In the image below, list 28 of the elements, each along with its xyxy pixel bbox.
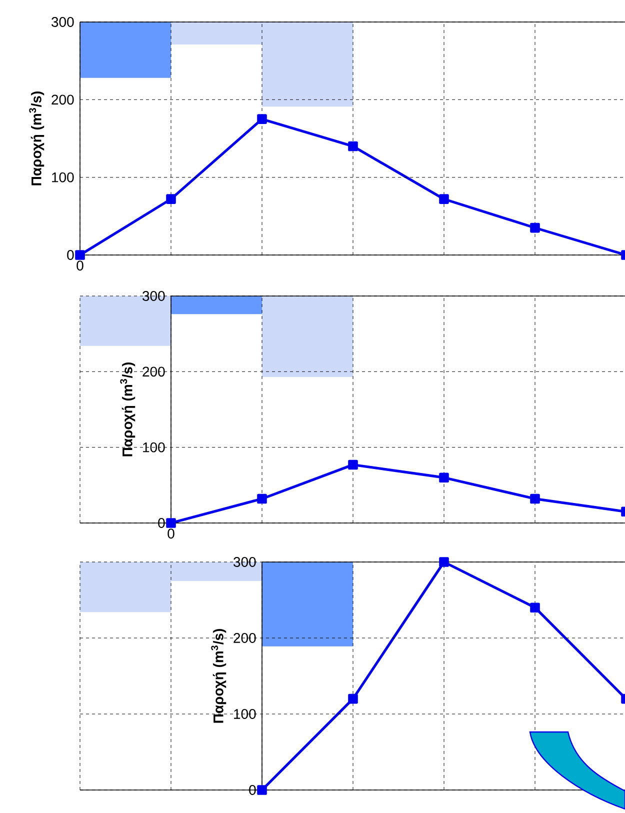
- point: [75, 250, 85, 260]
- point: [166, 518, 176, 528]
- point: [439, 472, 449, 482]
- point: [348, 460, 358, 470]
- y-tick-label: 0: [67, 250, 74, 260]
- y-tick-label: 300: [142, 291, 165, 301]
- point: [257, 494, 267, 504]
- y-axis-title: Παροχή (m$^{3}$/s): [120, 362, 136, 456]
- point: [530, 494, 540, 504]
- point: [166, 194, 176, 204]
- point: [348, 694, 358, 704]
- point: [257, 785, 267, 795]
- y-tick-label: 100: [234, 709, 256, 719]
- y-tick-label: 200: [52, 94, 74, 105]
- point: [257, 114, 267, 124]
- point: [439, 194, 449, 204]
- point: [439, 557, 449, 567]
- y-tick-label: 100: [143, 442, 165, 452]
- y-tick-label: 100: [52, 172, 74, 182]
- point: [530, 222, 540, 233]
- y-tick-label: 200: [142, 366, 165, 377]
- point: [348, 141, 358, 152]
- y-tick-label: 300: [234, 557, 256, 567]
- y-axis-title: Παροχή (m$^{3}$/s): [29, 92, 44, 186]
- y-tick-label: 200: [234, 633, 256, 643]
- y-axis-title: Παροχή (m$^{3}$/s): [211, 629, 226, 723]
- point: [530, 602, 540, 612]
- y-tick-label: 300: [52, 17, 74, 27]
